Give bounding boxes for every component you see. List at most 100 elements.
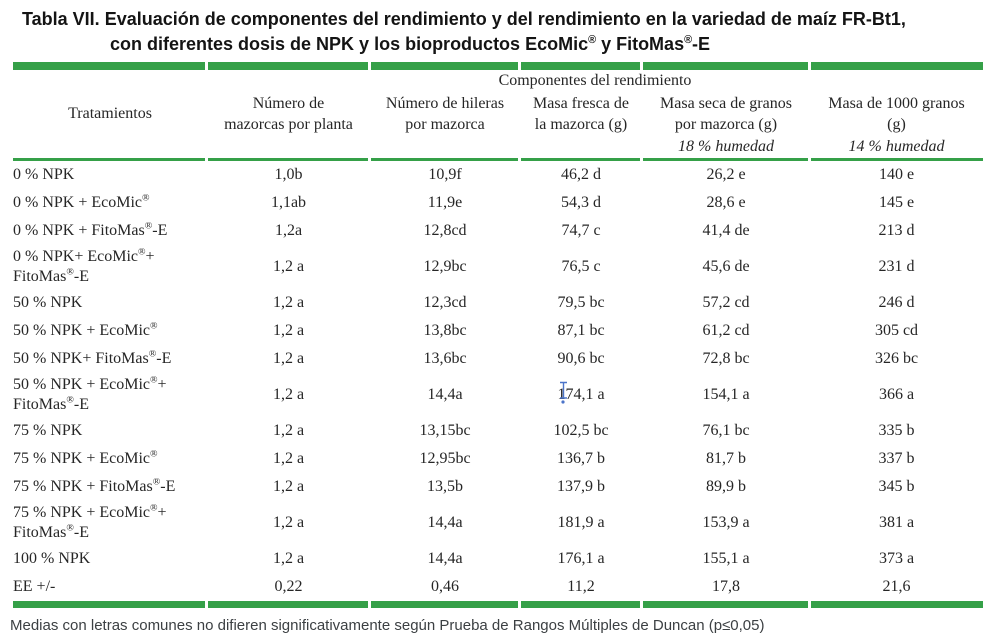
- column-header-masa-seca: Masa seca de granos por mazorca (g) 18 % …: [642, 92, 810, 158]
- value-cell: 1,2a: [274, 222, 303, 239]
- value-cell: 153,9 a: [702, 514, 750, 531]
- value-cell: 14,4a: [427, 514, 463, 531]
- value-cell: 41,4 de: [702, 222, 750, 239]
- rule-segment: [521, 62, 640, 70]
- rule-segment: [208, 62, 368, 70]
- rule-segment: [811, 601, 983, 608]
- value-cell: 13,8bc: [423, 322, 467, 339]
- rule-segment: [13, 601, 205, 608]
- table-row: 75 % NPK + EcoMic®+ FitoMas®-E 1,2 a 14,…: [13, 501, 983, 545]
- value-cell: 176,1 a: [557, 550, 605, 567]
- value-cell: 13,6bc: [423, 350, 467, 367]
- value-cell: 57,2 cd: [702, 294, 750, 311]
- value-cell: 72,8 bc: [702, 350, 750, 367]
- value-cell: 231 d: [878, 258, 915, 275]
- value-cell: 26,2 e: [706, 166, 746, 183]
- treatment-cell: 0 % NPK: [13, 166, 75, 183]
- value-cell: 12,9bc: [423, 258, 467, 275]
- column-subheader-humedad-14: 14 % humedad: [848, 138, 945, 155]
- header-bottom-rule: [13, 158, 983, 161]
- value-cell: 90,6 bc: [557, 350, 605, 367]
- value-cell: 305 cd: [874, 322, 919, 339]
- value-cell: 21,6: [882, 578, 911, 595]
- value-cell: 46,2 d: [561, 166, 601, 183]
- value-cell: 11,9e: [427, 194, 463, 211]
- table-row: 75 % NPK + FitoMas®-E 1,2 a 13,5b 137,9 …: [13, 473, 983, 501]
- table-row: 100 % NPK 1,2 a 14,4a 176,1 a 155,1 a 37…: [13, 545, 983, 573]
- table-title-line1: Tabla VII. Evaluación de componentes del…: [22, 9, 906, 29]
- value-cell: 1,2 a: [272, 450, 305, 467]
- column-header-masa-fresca: Masa fresca de la mazorca (g): [533, 95, 629, 133]
- value-cell: 140 e: [878, 166, 915, 183]
- table-row: 0 % NPK+ EcoMic®+ FitoMas®-E 1,2 a 12,9b…: [13, 245, 983, 289]
- rule-segment: [13, 62, 205, 70]
- value-cell: 0,46: [431, 578, 459, 595]
- value-cell: 337 b: [878, 450, 915, 467]
- column-header-tratamientos: Tratamientos: [68, 105, 152, 122]
- column-header-numero-mazorcas: Número de mazorcas por planta: [224, 95, 353, 133]
- value-cell: 81,7 b: [706, 450, 746, 467]
- table-row: 0 % NPK + FitoMas®-E 1,2a 12,8cd 74,7 c …: [13, 217, 983, 245]
- table-row: 50 % NPK 1,2 a 12,3cd 79,5 bc 57,2 cd 24…: [13, 289, 983, 317]
- column-header-masa-1000-granos: Masa de 1000 granos (g) 14 % humedad: [810, 92, 983, 158]
- rule-segment: [371, 601, 518, 608]
- value-cell: 137,9 b: [557, 478, 605, 495]
- treatment-cell: 100 % NPK: [13, 550, 91, 567]
- rule-segment: [811, 158, 983, 161]
- value-cell: 54,3 d: [561, 194, 601, 211]
- value-cell: 12,95bc: [419, 450, 471, 467]
- value-cell: 28,6 e: [706, 194, 746, 211]
- rule-segment: [643, 158, 808, 161]
- treatment-cell: 0 % NPK+ EcoMic®+ FitoMas®-E: [13, 246, 155, 285]
- value-cell: 1,2 a: [272, 478, 305, 495]
- rule-segment: [371, 62, 518, 70]
- treatment-cell: 75 % NPK + FitoMas®-E: [13, 476, 176, 495]
- rule-segment: [208, 601, 368, 608]
- table-row: 50 % NPK + EcoMic®+ FitoMas®-E 1,2 a 14,…: [13, 373, 983, 417]
- value-cell: 155,1 a: [702, 550, 750, 567]
- value-cell: 87,1 bc: [557, 322, 605, 339]
- value-cell: 381 a: [878, 514, 915, 531]
- value-cell: 181,9 a: [557, 514, 605, 531]
- value-cell: 246 d: [878, 294, 915, 311]
- value-cell: 1,2 a: [272, 386, 305, 403]
- value-cell: 12,8cd: [423, 222, 467, 239]
- value-cell: 154,1 a: [702, 386, 750, 403]
- value-cell: 102,5 bc: [553, 422, 609, 439]
- value-cell: 76,1 bc: [702, 422, 750, 439]
- value-cell: 17,8: [712, 578, 740, 595]
- table-row: 0 % NPK 1,0b 10,9f 46,2 d 26,2 e 140 e: [13, 161, 983, 189]
- text-cursor-artifact: [558, 381, 570, 405]
- treatment-cell: 0 % NPK + EcoMic®: [13, 192, 150, 211]
- table-row: 0 % NPK + EcoMic® 1,1ab 11,9e 54,3 d 28,…: [13, 189, 983, 217]
- rule-segment: [811, 62, 983, 70]
- table-row: 75 % NPK 1,2 a 13,15bc 102,5 bc 76,1 bc …: [13, 417, 983, 445]
- value-cell: 1,2 a: [272, 514, 305, 531]
- treatment-cell: 50 % NPK: [13, 294, 83, 311]
- value-cell: 1,2 a: [272, 258, 305, 275]
- treatment-cell: 50 % NPK+ FitoMas®-E: [13, 348, 172, 367]
- column-subheader-humedad-18: 18 % humedad: [678, 138, 774, 155]
- value-cell: 11,2: [567, 578, 595, 595]
- rule-segment: [208, 158, 368, 161]
- data-table: 0 % NPK 1,0b 10,9f 46,2 d 26,2 e 140 e 0…: [13, 161, 983, 601]
- span-header-componentes-del-rendimiento: Componentes del rendimiento: [498, 72, 692, 89]
- value-cell: 1,0b: [274, 166, 303, 183]
- value-cell: 1,2 a: [272, 294, 305, 311]
- value-cell: 89,9 b: [706, 478, 746, 495]
- treatment-cell: 75 % NPK + EcoMic®: [13, 448, 158, 467]
- value-cell: 14,4a: [427, 386, 463, 403]
- value-cell: 1,1ab: [270, 194, 307, 211]
- rule-segment: [643, 62, 808, 70]
- table-footnote: Medias con letras comunes no difieren si…: [10, 617, 765, 634]
- treatment-cell: 0 % NPK + FitoMas®-E: [13, 220, 168, 239]
- table-row: 50 % NPK+ FitoMas®-E 1,2 a 13,6bc 90,6 b…: [13, 345, 983, 373]
- table-bottom-rule: [13, 601, 983, 608]
- value-cell: 14,4a: [427, 550, 463, 567]
- rule-segment: [371, 158, 518, 161]
- rule-segment: [521, 601, 640, 608]
- rule-segment: [643, 601, 808, 608]
- value-cell: 79,5 bc: [557, 294, 605, 311]
- value-cell: 1,2 a: [272, 350, 305, 367]
- treatment-cell: 50 % NPK + EcoMic®: [13, 320, 158, 339]
